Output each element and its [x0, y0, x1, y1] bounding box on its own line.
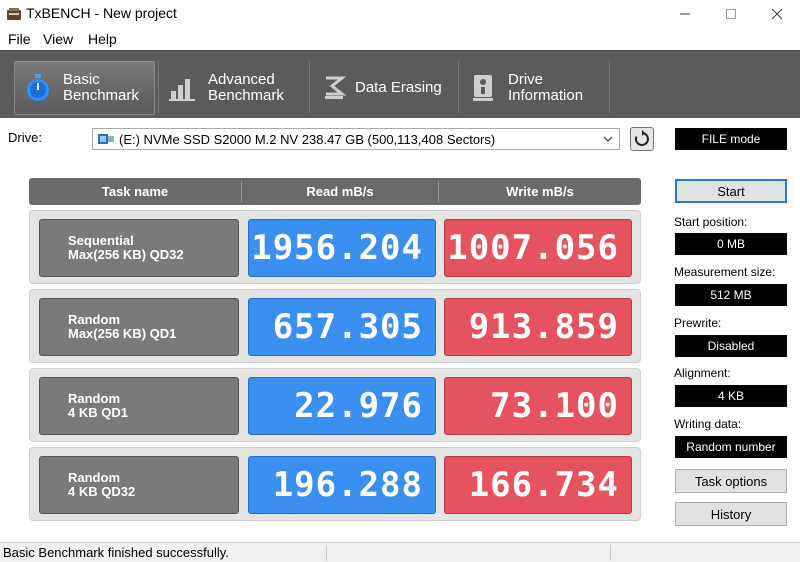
start-position-label: Start position: — [674, 215, 748, 229]
result-row-seq-qd32: Sequential Max(256 KB) QD32 1956.204 100… — [29, 210, 641, 284]
write-value: 1007.056 — [447, 228, 619, 268]
tab-advanced-benchmark[interactable]: Advanced Benchmark — [168, 61, 306, 115]
task-button[interactable]: Sequential Max(256 KB) QD32 — [39, 219, 239, 277]
task-line1: Random — [68, 470, 120, 485]
task-line1: Random — [68, 312, 120, 327]
task-button[interactable]: Random Max(256 KB) QD1 — [39, 298, 239, 356]
task-button[interactable]: Random 4 KB QD1 — [39, 377, 239, 435]
drive-select-value: (E:) NVMe SSD S2000 M.2 NV 238.47 GB (50… — [119, 131, 496, 147]
read-result: 196.288 — [248, 456, 436, 514]
menu-view[interactable]: View — [43, 31, 74, 47]
task-line1: Sequential — [68, 233, 134, 248]
result-row-rnd-4k-qd32: Random 4 KB QD32 196.288 166.734 — [29, 447, 641, 521]
read-value: 196.288 — [272, 465, 423, 505]
close-icon — [771, 8, 783, 20]
menu-bar: File View Help — [0, 28, 800, 50]
prewrite-label: Prewrite: — [674, 316, 722, 330]
bar-chart-icon — [168, 73, 198, 103]
measurement-size-value[interactable]: 512 MB — [675, 284, 787, 306]
drive-select[interactable]: (E:) NVMe SSD S2000 M.2 NV 238.47 GB (50… — [92, 128, 620, 150]
read-result: 22.976 — [248, 377, 436, 435]
tab-drive-information[interactable]: Drive Information — [468, 61, 608, 115]
header-write: Write mB/s — [506, 184, 574, 199]
maximize-icon — [726, 9, 736, 19]
toolbar-divider — [309, 61, 310, 113]
write-result: 166.734 — [444, 456, 632, 514]
start-button[interactable]: Start — [675, 179, 787, 203]
app-icon — [7, 8, 21, 20]
write-value: 913.859 — [468, 307, 619, 347]
tab-basic-line2: Benchmark — [63, 87, 139, 104]
tab-basic-benchmark[interactable]: Basic Benchmark — [14, 61, 155, 115]
toolbar-divider — [609, 61, 610, 113]
prewrite-value[interactable]: Disabled — [675, 335, 787, 357]
status-bar: Basic Benchmark finished successfully. — [0, 542, 800, 562]
tab-data-erasing[interactable]: Data Erasing — [319, 61, 455, 115]
refresh-icon — [634, 130, 649, 146]
task-line2: 4 KB QD1 — [68, 405, 128, 420]
write-value: 166.734 — [468, 465, 619, 505]
info-icon — [468, 73, 498, 103]
task-button[interactable]: Random 4 KB QD32 — [39, 456, 239, 514]
header-divider — [241, 181, 242, 202]
writing-data-label: Writing data: — [674, 417, 742, 431]
start-position-value[interactable]: 0 MB — [675, 233, 787, 255]
task-line2: Max(256 KB) QD32 — [68, 247, 184, 262]
read-value: 22.976 — [294, 386, 423, 426]
task-line2: Max(256 KB) QD1 — [68, 326, 177, 341]
mode-indicator[interactable]: FILE mode — [675, 128, 787, 150]
tab-drive-line1: Drive — [508, 71, 544, 88]
alignment-value[interactable]: 4 KB — [675, 385, 787, 407]
stopwatch-icon — [23, 73, 53, 103]
menu-help[interactable]: Help — [88, 31, 117, 47]
result-row-rnd-4k-qd1: Random 4 KB QD1 22.976 73.100 — [29, 368, 641, 442]
task-line1: Random — [68, 391, 120, 406]
toolbar-divider — [158, 61, 159, 113]
write-result: 913.859 — [444, 298, 632, 356]
refresh-button[interactable] — [630, 127, 654, 151]
task-line2: 4 KB QD32 — [68, 484, 136, 499]
minimize-button[interactable] — [662, 0, 708, 28]
drive-icon — [98, 134, 114, 144]
results-header: Task name Read mB/s Write mB/s — [29, 178, 641, 205]
header-task-name: Task name — [101, 184, 169, 199]
read-result: 657.305 — [248, 298, 436, 356]
toolbar-divider — [458, 61, 459, 113]
history-button[interactable]: History — [675, 502, 787, 526]
task-options-button[interactable]: Task options — [675, 469, 787, 493]
status-divider — [610, 545, 611, 561]
drive-label: Drive: — [8, 130, 42, 145]
read-value: 1956.204 — [251, 228, 423, 268]
read-value: 657.305 — [272, 307, 423, 347]
toolbar: Basic Benchmark Advanced Benchmark Data Er… — [0, 50, 800, 118]
tab-advanced-line1: Advanced — [208, 71, 275, 88]
status-text: Basic Benchmark finished successfully. — [3, 545, 229, 560]
tab-advanced-line2: Benchmark — [208, 87, 284, 104]
title-bar: TxBENCH - New project — [0, 0, 800, 28]
menu-file[interactable]: File — [8, 31, 31, 47]
minimize-icon — [680, 13, 690, 15]
write-result: 1007.056 — [444, 219, 632, 277]
write-value: 73.100 — [490, 386, 619, 426]
write-result: 73.100 — [444, 377, 632, 435]
window-title: TxBENCH - New project — [26, 5, 177, 21]
read-result: 1956.204 — [248, 219, 436, 277]
result-row-rnd-max-qd1: Random Max(256 KB) QD1 657.305 913.859 — [29, 289, 641, 363]
header-divider — [438, 181, 439, 202]
measurement-size-label: Measurement size: — [674, 265, 776, 279]
status-divider — [326, 545, 327, 561]
eraser-icon — [319, 73, 349, 103]
close-button[interactable] — [754, 0, 800, 28]
tab-data-erasing-label: Data Erasing — [355, 79, 442, 96]
header-read: Read mB/s — [306, 184, 374, 199]
tab-drive-line2: Information — [508, 87, 584, 104]
alignment-label: Alignment: — [674, 366, 731, 380]
maximize-button[interactable] — [708, 0, 754, 28]
chevron-down-icon — [603, 136, 613, 142]
writing-data-value[interactable]: Random number — [675, 436, 787, 458]
tab-basic-line1: Basic — [63, 71, 100, 88]
